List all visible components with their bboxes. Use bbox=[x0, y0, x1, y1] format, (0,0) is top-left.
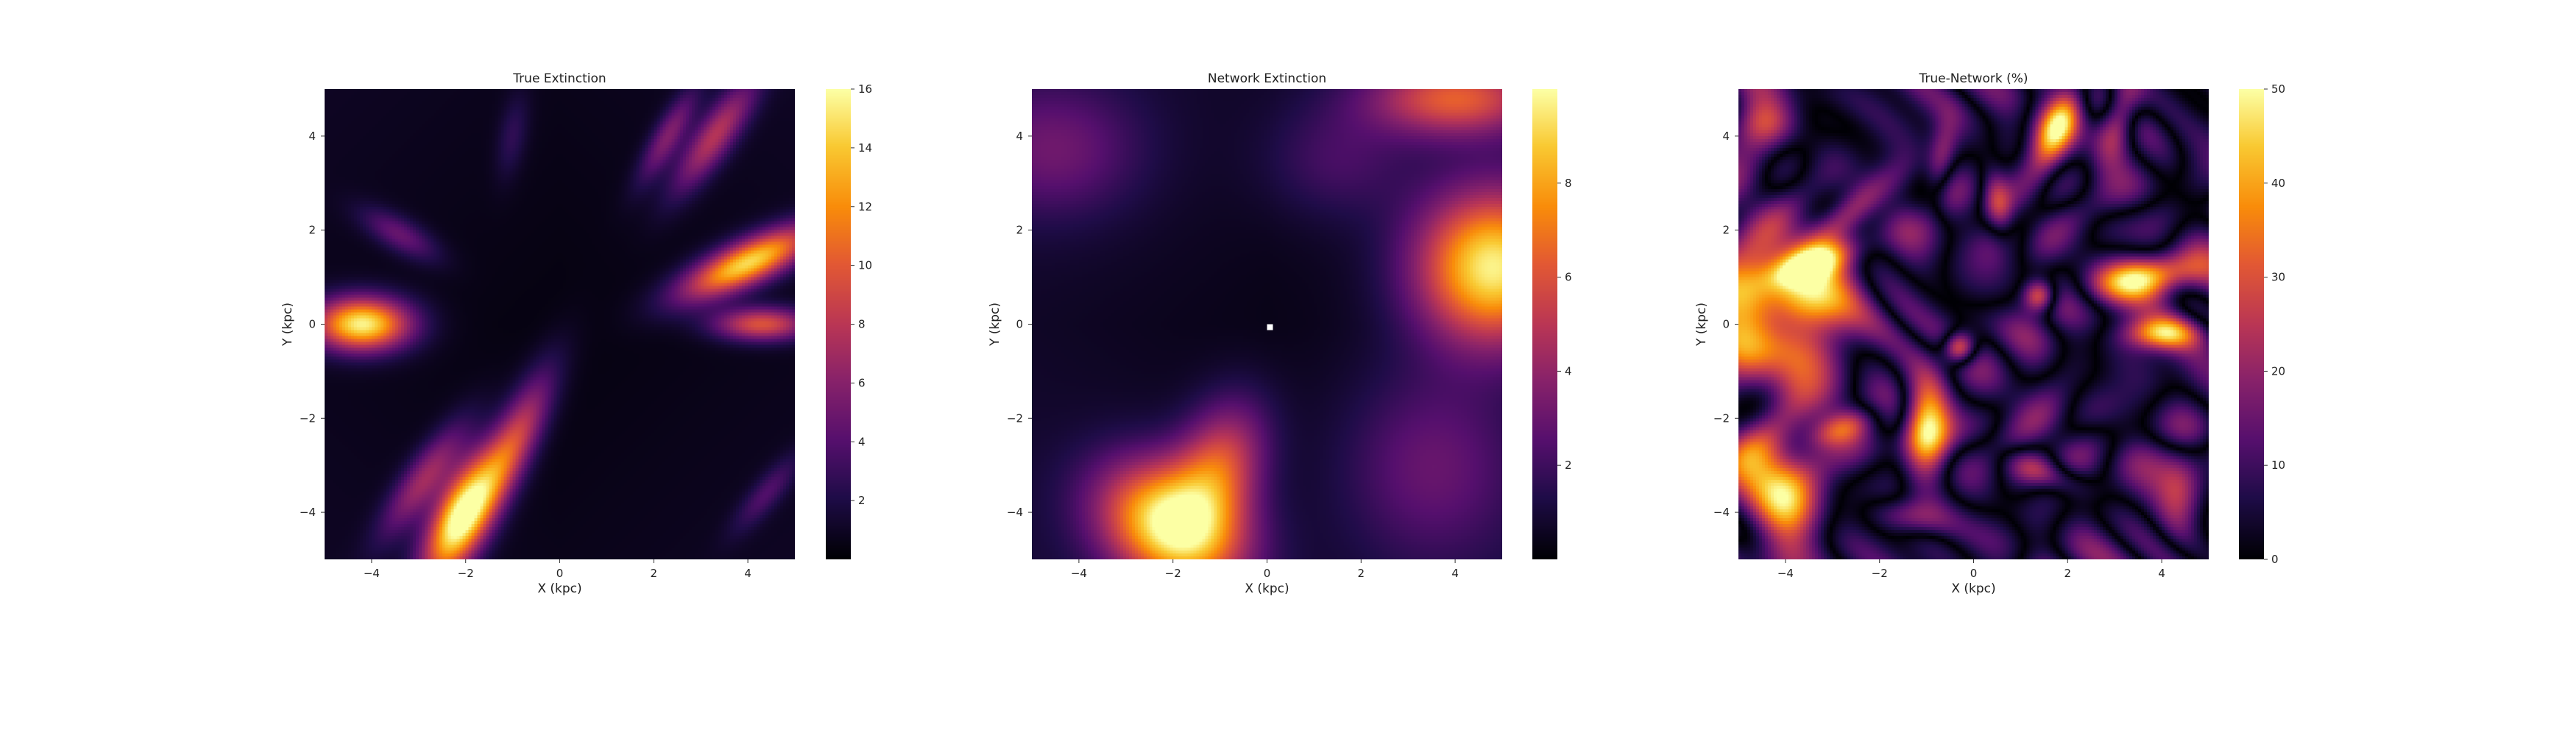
colorbar-tick-label: 0 bbox=[2271, 553, 2279, 566]
colorbar-tick-label: 4 bbox=[1565, 364, 1572, 378]
x-tick-label: 4 bbox=[1451, 567, 1459, 580]
x-tick-label: −4 bbox=[364, 567, 380, 580]
panel-3: True-Network (%) −4 −2 0 2 4 −4 −2 0 2 4 X (kpc) Y (… bbox=[1694, 71, 2285, 596]
colorbar bbox=[826, 89, 851, 559]
x-axis-label: X (kpc) bbox=[537, 581, 581, 596]
colorbar-tick-label: 16 bbox=[858, 82, 872, 96]
colorbar-tick-label: 50 bbox=[2271, 82, 2285, 96]
colorbar-tick-label: 6 bbox=[858, 376, 866, 389]
panel-title: True-Network (%) bbox=[1918, 71, 2028, 86]
x-tick-label: 2 bbox=[651, 567, 658, 580]
x-tick-label: 2 bbox=[1358, 567, 1365, 580]
x-tick-label: 0 bbox=[556, 567, 564, 580]
colorbar-tick-label: 14 bbox=[858, 141, 872, 155]
x-tick-label: −2 bbox=[1872, 567, 1888, 580]
y-tick-label: −4 bbox=[300, 506, 316, 519]
colorbar-tick-label: 30 bbox=[2271, 271, 2285, 284]
x-tick-label: 2 bbox=[2064, 567, 2072, 580]
x-tick-label: −4 bbox=[1777, 567, 1794, 580]
colorbar-tick-label: 6 bbox=[1565, 271, 1572, 284]
y-tick-label: 0 bbox=[1722, 318, 1730, 331]
colorbar-tick-label: 2 bbox=[1565, 459, 1572, 472]
colorbar-tick-label: 40 bbox=[2271, 177, 2285, 190]
colorbar bbox=[2239, 89, 2264, 559]
y-tick-label: 2 bbox=[1722, 224, 1730, 237]
y-tick-label: 0 bbox=[1016, 318, 1023, 331]
y-tick-label: −2 bbox=[1007, 411, 1023, 425]
y-tick-label: 4 bbox=[308, 130, 316, 143]
y-tick-label: 4 bbox=[1016, 130, 1023, 143]
colorbar-tick-label: 12 bbox=[858, 200, 872, 213]
y-tick-label: −4 bbox=[1007, 506, 1023, 519]
y-tick-label: 0 bbox=[308, 318, 316, 331]
panel-title: Network Extinction bbox=[1208, 71, 1326, 86]
heatmap-image bbox=[1738, 89, 2209, 559]
x-tick-label: −4 bbox=[1071, 567, 1087, 580]
colorbar-tick-label: 10 bbox=[2271, 459, 2285, 472]
colorbar-tick-label: 20 bbox=[2271, 364, 2285, 378]
x-tick-label: −2 bbox=[1165, 567, 1181, 580]
y-tick-label: 4 bbox=[1722, 130, 1730, 143]
colorbar bbox=[1532, 89, 1557, 559]
panel-2: Network Extinction −4 −2 0 2 4 −4 −2 0 2 4 X (kpc) Y… bbox=[988, 71, 1572, 596]
colorbar-tick-label: 4 bbox=[858, 435, 866, 448]
x-tick-label: 4 bbox=[744, 567, 751, 580]
colorbar-tick-label: 2 bbox=[858, 494, 866, 507]
colorbar-tick-label: 8 bbox=[858, 318, 866, 331]
y-axis-label: Y (kpc) bbox=[1694, 302, 1709, 347]
colorbar-tick-label: 10 bbox=[858, 259, 872, 272]
x-tick-label: 4 bbox=[2158, 567, 2165, 580]
x-axis-label: X (kpc) bbox=[1245, 581, 1289, 596]
heatmap-image bbox=[325, 89, 795, 559]
x-axis-label: X (kpc) bbox=[1951, 581, 1995, 596]
x-tick-label: 0 bbox=[1264, 567, 1271, 580]
y-tick-label: 2 bbox=[1016, 224, 1023, 237]
x-tick-label: −2 bbox=[458, 567, 474, 580]
y-tick-label: 2 bbox=[308, 224, 316, 237]
y-tick-label: −4 bbox=[1713, 506, 1730, 519]
panel-title: True Extinction bbox=[512, 71, 606, 86]
y-axis-label: Y (kpc) bbox=[280, 302, 295, 347]
heatmap-image bbox=[1032, 89, 1502, 559]
y-tick-label: −2 bbox=[300, 411, 316, 425]
x-tick-label: 0 bbox=[1970, 567, 1978, 580]
colorbar-tick-label: 8 bbox=[1565, 177, 1572, 190]
y-tick-label: −2 bbox=[1713, 411, 1730, 425]
panel-1: True Extinction −4 −2 0 2 4 −4 −2 0 2 4 X (kpc) Y (k… bbox=[280, 71, 872, 596]
y-axis-label: Y (kpc) bbox=[988, 302, 1002, 347]
